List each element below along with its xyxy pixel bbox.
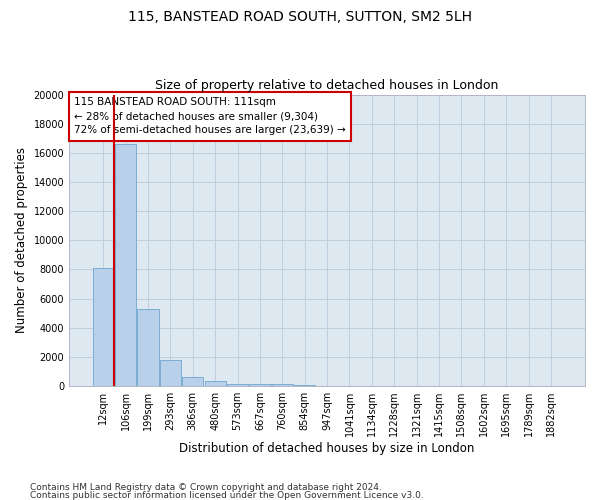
Bar [182,376,203,386]
Bar [249,384,271,386]
Bar [137,309,158,386]
X-axis label: Distribution of detached houses by size in London: Distribution of detached houses by size … [179,442,475,455]
Y-axis label: Number of detached properties: Number of detached properties [15,148,28,334]
Bar [205,382,226,386]
Bar [272,384,293,386]
Text: Contains public sector information licensed under the Open Government Licence v3: Contains public sector information licen… [30,490,424,500]
Text: Contains HM Land Registry data © Crown copyright and database right 2024.: Contains HM Land Registry data © Crown c… [30,484,382,492]
Text: 115, BANSTEAD ROAD SOUTH, SUTTON, SM2 5LH: 115, BANSTEAD ROAD SOUTH, SUTTON, SM2 5L… [128,10,472,24]
Bar [294,385,316,386]
Title: Size of property relative to detached houses in London: Size of property relative to detached ho… [155,79,499,92]
Text: 115 BANSTEAD ROAD SOUTH: 111sqm
← 28% of detached houses are smaller (9,304)
72%: 115 BANSTEAD ROAD SOUTH: 111sqm ← 28% of… [74,98,346,136]
Bar [227,384,248,386]
Bar [160,360,181,386]
Bar [115,144,136,386]
Bar [92,268,114,386]
